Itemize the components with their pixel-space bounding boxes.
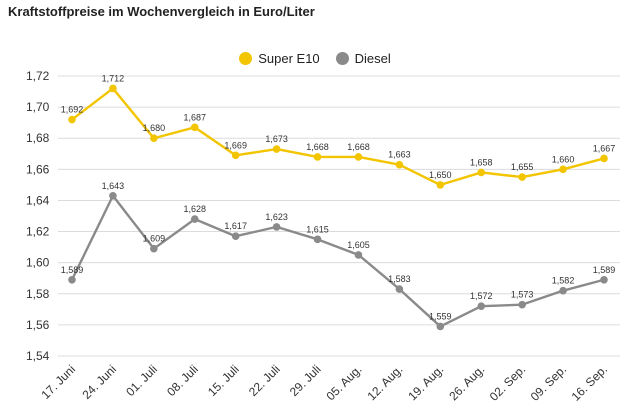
data-label: 1,573 — [511, 290, 534, 300]
data-point — [109, 191, 117, 200]
chart-title: Kraftstoffpreise im Wochenvergleich in E… — [8, 4, 315, 19]
x-tick-label: 22. Juli — [246, 362, 283, 399]
y-tick-label: 1,64 — [26, 193, 50, 207]
series-layer: 1,692 1,712 1,680 1,687 1,669 1,673 1,668 1,668… — [61, 73, 616, 331]
data-label: 1,589 — [61, 265, 84, 275]
data-label: 1,668 — [306, 142, 329, 152]
data-label: 1,692 — [61, 105, 84, 115]
data-label: 1,582 — [552, 276, 575, 286]
data-label: 1,605 — [347, 240, 370, 250]
data-point — [559, 286, 567, 295]
data-point — [395, 160, 404, 169]
legend-label-diesel: Diesel — [354, 51, 391, 66]
data-point — [354, 251, 363, 259]
data-point — [150, 134, 158, 143]
data-point — [68, 275, 76, 284]
x-tick-label: 09. Sep. — [528, 362, 570, 404]
data-label: 1,669 — [224, 140, 247, 150]
x-tick-label: 29. Juli — [287, 362, 324, 399]
y-axis-ticks: 1,54 1,56 1,58 1,60 1,62 1,64 1,66 1,68 1,70 1,72 — [26, 69, 50, 363]
data-label: 1,617 — [224, 221, 247, 231]
x-tick-label: 02. Sep. — [487, 362, 529, 404]
data-label: 1,687 — [184, 112, 207, 122]
x-tick-label: 08. Juli — [164, 362, 201, 399]
data-point — [518, 300, 526, 309]
data-label: 1,667 — [593, 143, 616, 153]
y-tick-label: 1,60 — [26, 256, 50, 270]
data-label: 1,668 — [347, 142, 370, 152]
series-line-diesel — [70, 194, 605, 328]
data-label: 1,680 — [143, 123, 166, 133]
x-tick-label: 19. Aug. — [405, 362, 446, 403]
data-point — [436, 181, 445, 189]
data-point — [436, 322, 445, 331]
data-point — [477, 302, 486, 311]
x-tick-label: 15. Juli — [205, 362, 242, 399]
x-tick-label: 17. Juni — [39, 362, 79, 402]
data-point — [518, 173, 526, 181]
data-label: 1,559 — [429, 311, 452, 321]
y-tick-label: 1,68 — [26, 131, 50, 145]
x-tick-label: 01. Juli — [123, 362, 160, 399]
data-point — [231, 232, 240, 241]
y-tick-label: 1,56 — [26, 318, 50, 332]
data-label: 1,655 — [511, 162, 534, 172]
data-label: 1,628 — [184, 204, 207, 214]
legend-swatch-super-e10 — [239, 52, 253, 65]
data-point — [559, 165, 567, 174]
legend-swatch-diesel — [335, 52, 349, 65]
series-line-super-e10 — [71, 87, 605, 187]
data-point — [477, 168, 486, 177]
legend-label-super-e10: Super E10 — [258, 51, 320, 66]
data-point — [68, 115, 76, 124]
grid-layer — [58, 75, 620, 357]
data-point — [190, 215, 199, 223]
data-point — [231, 151, 240, 160]
series-diesel: 1,589 1,643 1,609 1,628 1,617 1,623 1,615 1,605… — [61, 181, 616, 331]
data-label: 1,589 — [593, 265, 616, 275]
y-tick-label: 1,66 — [26, 162, 50, 176]
legend-item-super-e10: Super E10 — [239, 51, 320, 66]
data-label: 1,583 — [388, 274, 411, 284]
legend-item-diesel: Diesel — [335, 51, 391, 66]
data-label: 1,663 — [388, 150, 411, 160]
legend: Super E10 Diesel — [0, 51, 630, 66]
data-point — [272, 223, 281, 231]
x-tick-label: 05. Aug. — [324, 362, 365, 403]
data-label: 1,660 — [552, 154, 575, 164]
data-label: 1,712 — [102, 73, 125, 83]
data-label: 1,673 — [265, 134, 288, 144]
series-super-e10: 1,692 1,712 1,680 1,687 1,669 1,673 1,668 1,668… — [61, 73, 616, 189]
data-point — [272, 145, 281, 153]
y-tick-label: 1,58 — [26, 287, 50, 301]
data-point — [600, 275, 608, 284]
data-label: 1,643 — [102, 181, 125, 191]
x-tick-label: 26. Aug. — [446, 362, 487, 403]
data-label: 1,650 — [429, 170, 452, 180]
data-point — [395, 285, 404, 293]
data-point — [150, 244, 158, 253]
data-point — [109, 84, 117, 93]
x-tick-label: 24. Juni — [79, 362, 119, 402]
data-label: 1,623 — [265, 212, 288, 222]
data-point — [600, 154, 608, 163]
data-label: 1,609 — [143, 234, 166, 244]
x-tick-label: 12. Aug. — [364, 362, 405, 403]
data-label: 1,615 — [306, 224, 329, 234]
data-point — [190, 123, 199, 132]
data-point — [354, 153, 363, 161]
y-tick-label: 1,70 — [26, 100, 50, 114]
data-point — [313, 235, 322, 244]
x-axis-ticks: 17. Juni 24. Juni 01. Juli 08. Juli 15. Juli… — [39, 362, 611, 404]
y-tick-label: 1,72 — [26, 69, 50, 83]
data-label: 1,658 — [470, 157, 493, 167]
data-point — [313, 153, 322, 161]
y-tick-label: 1,54 — [26, 349, 50, 363]
x-tick-label: 16. Sep. — [569, 362, 611, 404]
y-tick-label: 1,62 — [26, 225, 50, 239]
data-label: 1,572 — [470, 291, 493, 301]
